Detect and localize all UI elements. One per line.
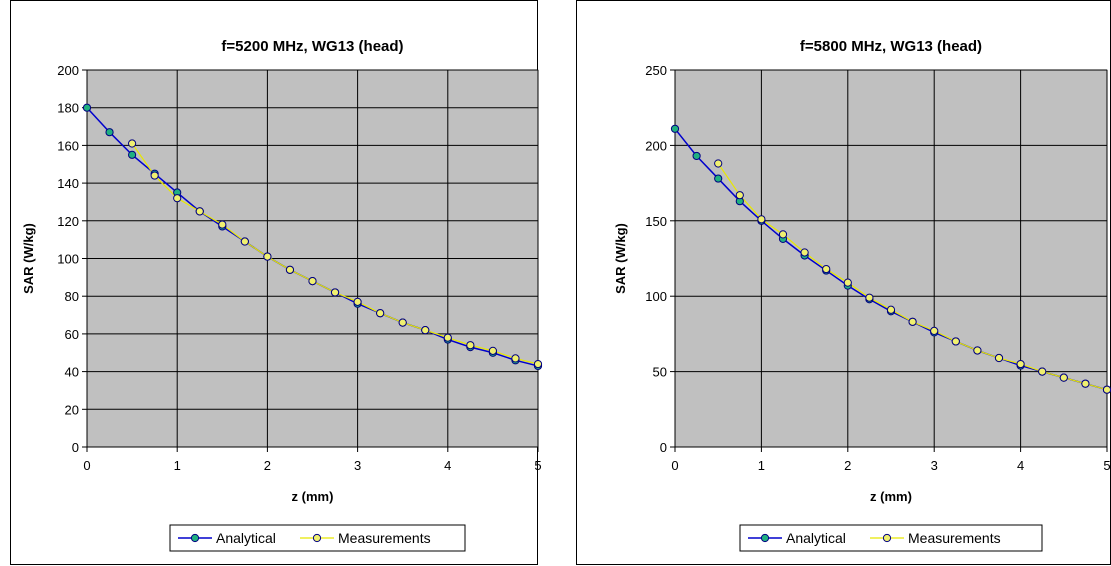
chart-0-series-1-point	[195, 207, 204, 216]
chart-0-series-1-point	[511, 354, 520, 363]
chart-0-series-1-point	[421, 326, 430, 335]
chart-1-x-tick-label: 2	[844, 458, 851, 473]
chart-1-legend: Analytical Measurements	[739, 524, 1043, 552]
chart-1-y-tick-label: 100	[645, 289, 667, 304]
chart-0-y-tick-label: 200	[57, 63, 79, 78]
chart-0-series-1-point	[128, 139, 137, 148]
chart-0-y-tick-label: 80	[65, 289, 79, 304]
chart-1-series-1-point	[865, 293, 874, 302]
chart-1-series-1-point	[1102, 385, 1111, 394]
chart-1-series-1-point	[1081, 379, 1090, 388]
chart-1-series-1-point	[778, 230, 788, 239]
chart-0-y-axis-label: SAR (W/kg)	[21, 223, 36, 294]
chart-0-y-tick-label: 40	[65, 365, 79, 380]
chart-1-legend-marker-1	[882, 533, 892, 543]
chart-0-x-tick-label: 0	[83, 458, 90, 473]
chart-1-y-tick-label: 150	[645, 214, 667, 229]
chart-0-legend-label-1: Measurements	[338, 530, 431, 546]
chart-right-svg: f=5800 MHz, WG13 (head) 0 50 100 150 200 250 0 1…	[613, 38, 1111, 552]
chart-0-series-0-point	[105, 128, 114, 137]
chart-1-series-1-point	[735, 191, 744, 200]
chart-1-legend-marker-0	[760, 533, 770, 543]
chart-1-series-1-point	[973, 346, 982, 355]
chart-0-series-1-point	[466, 341, 475, 350]
chart-1-x-tick-label: 5	[1103, 458, 1110, 473]
chart-1-series-1-point	[757, 215, 766, 224]
chart-1-series-1-point	[714, 159, 723, 168]
chart-0-series-0-point	[82, 103, 92, 112]
chart-0-title: f=5200 MHz, WG13 (head)	[221, 38, 403, 55]
chart-1-series-1-point	[822, 264, 831, 274]
chart-0-legend-marker-0	[190, 533, 200, 543]
chart-0-x-tick-label: 1	[174, 458, 181, 473]
chart-0-x-tick-label: 2	[264, 458, 271, 473]
chart-0-series-1-point	[240, 237, 249, 246]
chart-1-series-1-point	[908, 317, 917, 326]
chart-0-series-1-point	[285, 265, 295, 274]
chart-0-series-1-point	[218, 220, 227, 229]
chart-1-x-tick-label: 1	[758, 458, 765, 473]
chart-1-y-tick-label: 50	[653, 365, 667, 380]
chart-1-series-1-point	[843, 278, 852, 287]
chart-0-series-1-point	[308, 277, 317, 286]
chart-1-series-1-point	[1038, 367, 1047, 376]
chart-0-y-tick-label: 160	[57, 138, 79, 153]
chart-1-y-tick-label: 0	[660, 440, 667, 455]
chart-0-series-1-point	[263, 252, 272, 261]
chart-0-series-1-point	[398, 318, 407, 327]
chart-1-x-axis-label: z (mm)	[870, 489, 912, 504]
chart-0-series-0-point	[128, 150, 137, 159]
chart-1-series-1-point	[951, 337, 960, 346]
chart-0-x-tick-label: 3	[354, 458, 361, 473]
chart-1-series-0-point	[714, 174, 723, 183]
chart-0-series-1-point	[533, 359, 543, 369]
chart-0-y-tick-label: 20	[65, 402, 79, 417]
chart-0-series-1-point	[330, 288, 340, 297]
chart-1-x-tick-label: 0	[671, 458, 678, 473]
chart-0-series-1-point	[376, 309, 385, 318]
chart-1-plot-area	[674, 69, 1108, 448]
chart-1-series-0-point	[692, 151, 701, 161]
chart-1-legend-label-0: Analytical	[786, 530, 846, 546]
chart-1-title: f=5800 MHz, WG13 (head)	[800, 38, 982, 55]
chart-0-series-1-point	[173, 194, 182, 203]
chart-0-x-tick-label: 4	[444, 458, 451, 473]
chart-0-series-1-point	[488, 346, 497, 355]
chart-0-legend-marker-1	[312, 533, 322, 543]
chart-0-y-tick-label: 100	[57, 252, 79, 267]
chart-0-series-1-point	[150, 171, 159, 180]
chart-left: f=5200 MHz, WG13 (head) 0 20 40 60 80 100 120 14…	[10, 0, 543, 565]
chart-0-x-axis-label: z (mm)	[292, 489, 334, 504]
chart-1-x-tick-label: 3	[931, 458, 938, 473]
chart-1-series-0-point	[670, 124, 680, 133]
chart-right: f=5800 MHz, WG13 (head) 0 50 100 150 200 250 0 1…	[576, 0, 1111, 565]
chart-left-svg: f=5200 MHz, WG13 (head)02040608010012014…	[21, 38, 543, 552]
chart-0-y-tick-label: 0	[72, 440, 79, 455]
chart-1-x-tick-label: 4	[1017, 458, 1024, 473]
chart-1-y-tick-label: 200	[645, 138, 667, 153]
chart-1-series-1-point	[1016, 359, 1025, 369]
chart-1-series-1-point	[930, 326, 939, 335]
chart-1-y-tick-label: 250	[645, 63, 667, 78]
chart-1-series-1-point	[800, 248, 809, 257]
chart-0-y-tick-label: 140	[57, 176, 79, 191]
chart-1-y-axis-label: SAR (W/kg)	[613, 223, 628, 294]
chart-1-series-1-point	[1059, 373, 1068, 382]
chart-1-legend-label-1: Measurements	[908, 530, 1001, 546]
chart-0-y-tick-label: 120	[57, 214, 79, 229]
chart-0-legend-label-0: Analytical	[216, 530, 276, 546]
chart-0-x-tick-label: 5	[534, 458, 541, 473]
chart-0-series-1-point	[443, 333, 452, 342]
chart-1-series-1-point	[994, 353, 1004, 363]
chart-0-series-1-point	[353, 297, 362, 306]
chart-0-y-tick-label: 60	[65, 327, 79, 342]
chart-0-y-tick-label: 180	[57, 101, 79, 116]
chart-0-legend: Analytical Measurements	[169, 524, 466, 552]
chart-1-series-1-point	[886, 305, 896, 314]
